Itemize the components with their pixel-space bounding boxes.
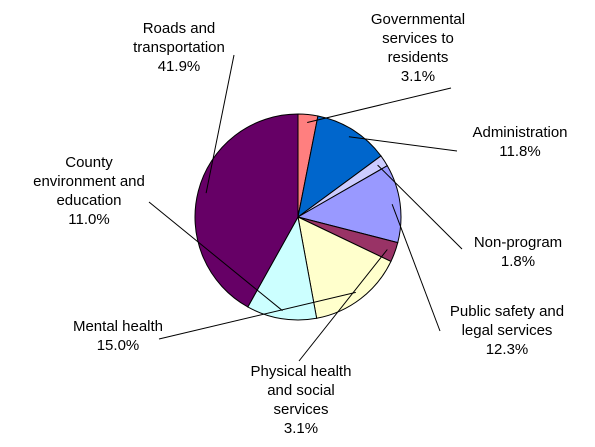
slice-name-label: environment and [33,173,145,190]
leader-line [205,54,235,194]
pie-slice [194,113,299,308]
slice-label: Administration 11.8% [472,124,567,160]
leader-line [298,249,388,362]
slice-name-label: education [56,192,121,209]
pie-slice [247,215,318,321]
leader-lines [148,54,463,362]
slice-value-label: 15.0% [97,337,140,354]
slice-name-label: Public safety and [450,303,564,320]
slice-value-label: 11.0% [68,211,109,228]
slice-label: Physical health and social services 3.1% [251,363,352,437]
slice-value-label: 3.1% [284,420,318,437]
pie-slices [194,113,402,321]
slice-name-label: Administration [472,124,567,141]
slice-name-label: and social [267,382,335,399]
slice-label: County environment and education 11.0% [33,154,145,228]
slice-name-label: services to [382,30,454,47]
slice-label: Mental health 15.0% [73,318,163,354]
leader-line [377,164,463,250]
pie-slice [297,216,392,319]
leader-line [391,204,441,332]
slice-name-label: Non-program [474,234,562,251]
slice-value-label: 11.8% [499,143,540,160]
slice-labels: Governmental services to residents 3.1% Admi… [33,11,567,437]
slice-name-label: transportation [133,39,225,56]
leader-line [148,201,283,312]
slice-name-label: Mental health [73,318,163,335]
slice-name-label: residents [388,49,449,66]
slice-label: Public safety and legal services 12.3% [450,303,564,358]
slice-value-label: 41.9% [158,58,201,75]
leader-line [348,136,458,152]
slice-name-label: legal services [462,322,553,339]
slice-value-label: 12.3% [486,341,529,358]
pie-slice [297,115,382,219]
slice-name-label: Physical health [251,363,352,380]
slice-label: Governmental services to residents 3.1% [371,11,465,85]
leader-line [158,291,356,340]
slice-name-label: Governmental [371,11,465,28]
slice-label: Roads and transportation 41.9% [133,20,225,75]
slice-name-label: County [65,154,113,171]
leader-line [307,87,452,123]
slice-label: Non-program 1.8% [474,234,562,270]
slice-value-label: 1.8% [501,253,535,270]
slice-name-label: Roads and [143,20,216,37]
slice-name-label: services [273,401,328,418]
slice-value-label: 3.1% [401,68,435,85]
